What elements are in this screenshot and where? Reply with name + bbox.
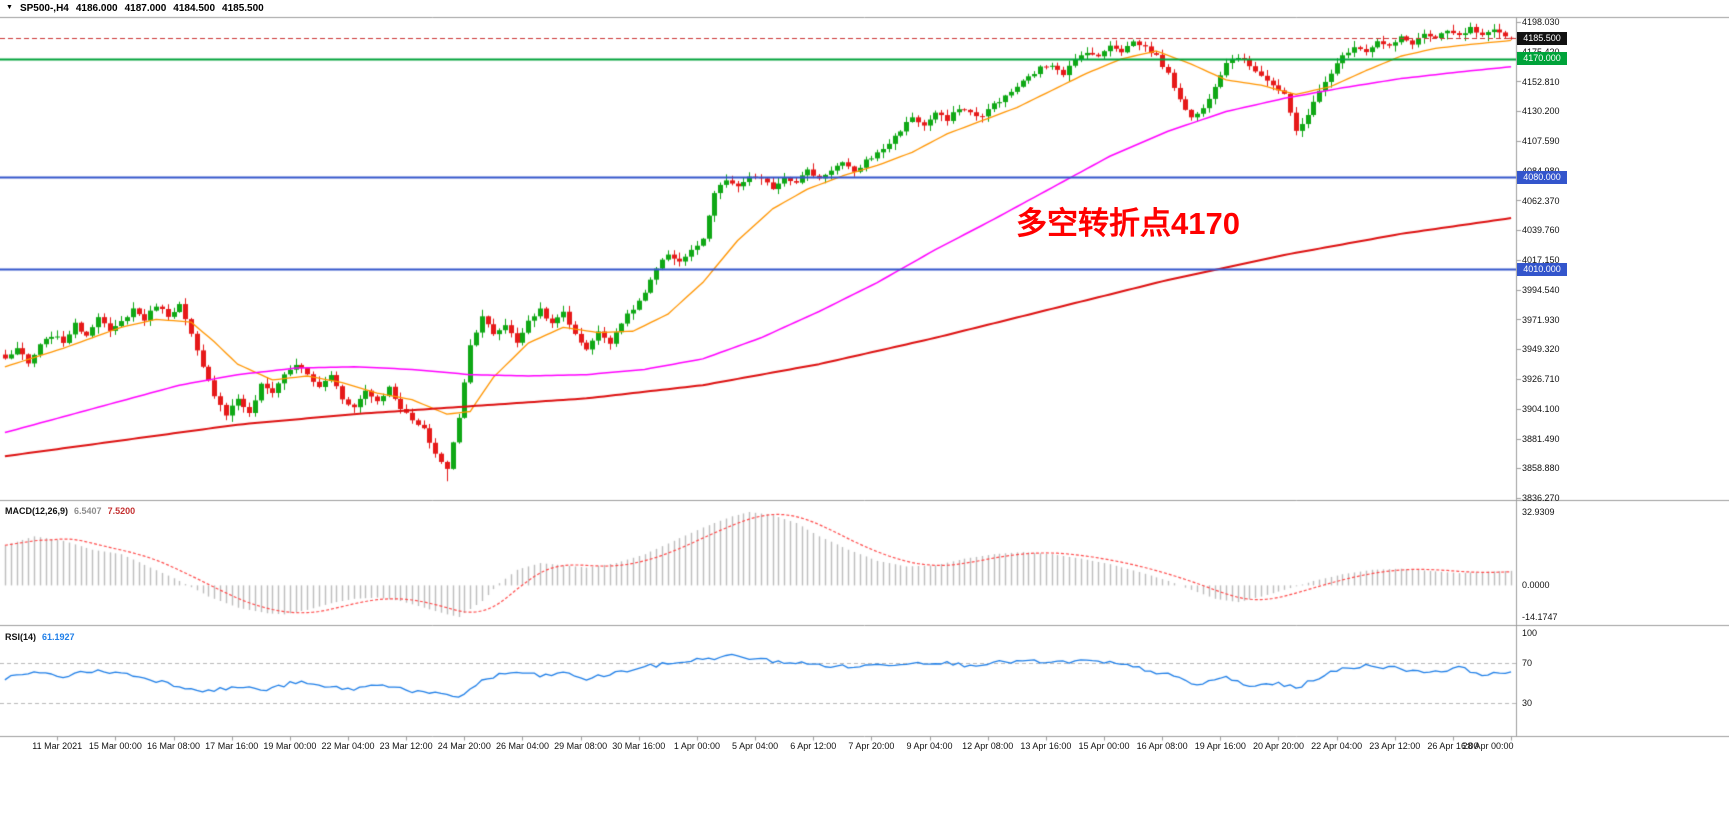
price-tick-label: 3858.880 (1522, 463, 1560, 474)
macd-scale-label: 32.9309 (1522, 507, 1555, 517)
price-tick-label: 4107.590 (1522, 136, 1560, 146)
price-tick-label: 4130.200 (1522, 106, 1560, 117)
price-tick-label: 3836.270 (1522, 493, 1560, 503)
time-axis-label: 22 Mar 04:00 (321, 741, 375, 751)
ohlc-close-value: 4185.500 (222, 3, 264, 14)
time-axis-label: 6 Apr 12:00 (790, 741, 837, 751)
time-axis-label: 17 Mar 16:00 (205, 741, 259, 751)
macd-signal-value: 7.5200 (107, 506, 136, 516)
price-tag-4170.000: 4170.000 (1517, 52, 1567, 66)
chart-annotation-text: 多空转折点4170 (1016, 206, 1240, 241)
price-tick-label: 3971.930 (1522, 314, 1560, 325)
time-axis-label: 26 Apr 16:00 (1427, 741, 1479, 751)
price-tick-label: 3904.100 (1522, 403, 1560, 414)
price-tick-label: 4198.030 (1522, 17, 1560, 27)
macd-indicator-label: MACD(12,26,9) 6.5407 7.5200 (5, 506, 135, 516)
time-axis-label: 16 Apr 08:00 (1136, 741, 1188, 751)
chart-title-bar: ▼ SP500-,H4 4186.000 4187.000 4184.500 4… (6, 3, 264, 14)
price-tick-label: 3949.320 (1522, 344, 1560, 355)
time-axis-label: 24 Mar 20:00 (437, 741, 491, 751)
price-tick-label: 3926.710 (1522, 374, 1560, 384)
time-axis-label: 28 Apr 00:00 (1462, 741, 1514, 751)
price-tick-label: 4039.760 (1522, 225, 1560, 236)
price-tick-label: 4084.980 (1522, 166, 1560, 176)
price-tag-current: 4185.500 (1517, 31, 1567, 45)
time-axis-label: 15 Mar 00:00 (88, 741, 142, 751)
time-axis-label: 15 Apr 00:00 (1078, 741, 1130, 751)
rsi-scale-label: 70 (1522, 658, 1533, 668)
price-tag-4010.000: 4010.000 (1517, 262, 1567, 276)
chart-shift-icon: ▼ (6, 4, 13, 11)
rsi-name: RSI(14) (5, 632, 37, 642)
rsi-indicator-label: RSI(14) 61.1927 (5, 632, 75, 642)
time-axis-label: 20 Apr 20:00 (1252, 741, 1304, 751)
time-axis-label: 29 Mar 08:00 (554, 741, 608, 751)
time-axis-label: 23 Mar 12:00 (379, 741, 433, 751)
price-tick-label: 4175.420 (1522, 47, 1560, 57)
time-axis-label: 19 Apr 16:00 (1194, 741, 1246, 751)
macd-name: MACD(12,26,9) (5, 506, 69, 516)
macd-main-value: 6.5407 (74, 506, 102, 516)
time-axis-label: 1 Apr 00:00 (673, 741, 720, 751)
rsi-scale-label: 30 (1522, 698, 1533, 708)
price-tick-label: 3994.540 (1522, 284, 1560, 295)
price-tick-label: 3881.490 (1522, 433, 1560, 444)
time-axis-label: 7 Apr 20:00 (848, 741, 895, 751)
time-axis-label: 19 Mar 00:00 (263, 741, 317, 751)
macd-scale-label: 0.0000 (1522, 580, 1550, 591)
time-axis-label: 9 Apr 04:00 (906, 741, 953, 751)
macd-scale-label: -14.1747 (1522, 612, 1558, 622)
time-axis-label: 16 Mar 08:00 (147, 741, 201, 751)
rsi-value: 61.1927 (42, 632, 75, 642)
price-tick-label: 4017.150 (1522, 255, 1560, 265)
time-axis-label: 5 Apr 04:00 (732, 741, 779, 751)
price-tag-4080.000: 4080.000 (1517, 170, 1567, 184)
time-axis-label: 13 Apr 16:00 (1020, 741, 1072, 751)
symbol-timeframe-label: SP500-,H4 (19, 3, 69, 14)
time-axis-label: 12 Apr 08:00 (962, 741, 1014, 751)
time-axis-label: 23 Apr 12:00 (1369, 741, 1421, 751)
ohlc-low-value: 4184.500 (173, 3, 216, 14)
time-axis-label: 22 Apr 04:00 (1311, 741, 1363, 751)
time-axis-label: 11 Mar 2021 (32, 741, 83, 751)
ohlc-high-value: 4187.000 (124, 3, 167, 14)
ohlc-open-value: 4186.000 (75, 3, 118, 14)
price-tick-label: 4152.810 (1522, 76, 1560, 87)
rsi-scale-label: 100 (1522, 628, 1538, 638)
time-axis-label: 26 Mar 04:00 (495, 741, 549, 751)
time-axis-label: 30 Mar 16:00 (612, 741, 666, 751)
price-tick-label: 4062.370 (1522, 195, 1560, 206)
